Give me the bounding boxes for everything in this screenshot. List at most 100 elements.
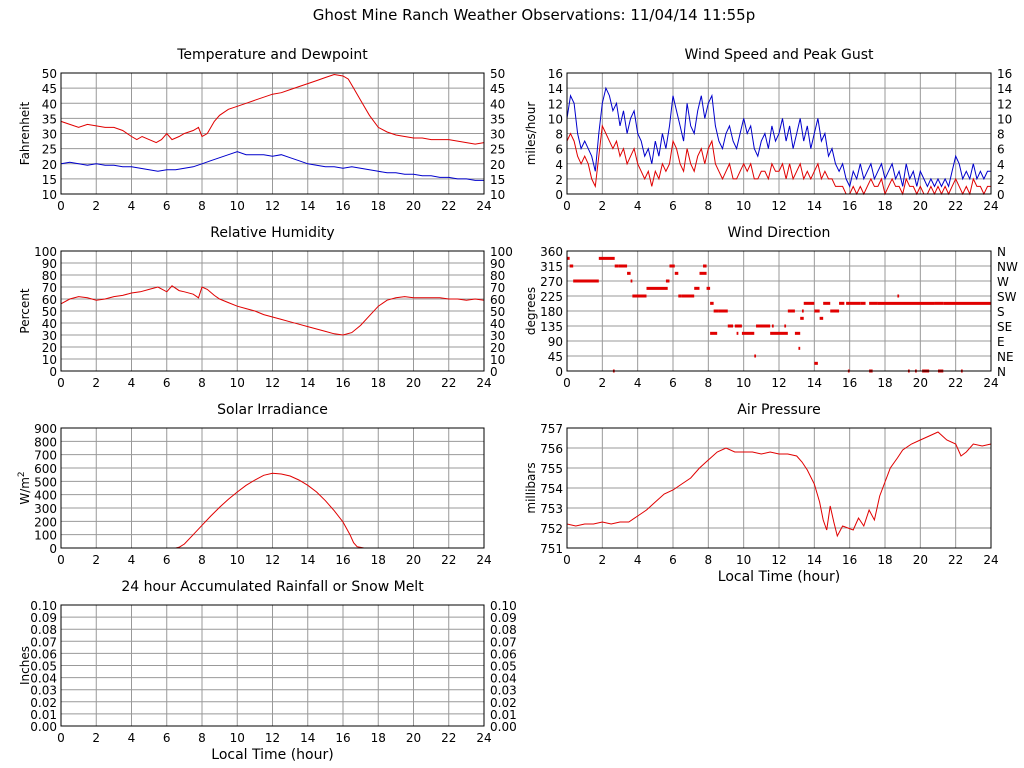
y-axis-label: millibars <box>524 462 538 513</box>
x-tick-label: 16 <box>335 376 350 390</box>
y-tick-label: 35 <box>42 112 57 126</box>
chart-title: Relative Humidity <box>210 225 334 241</box>
x-tick-label: 2 <box>92 376 100 390</box>
x-tick-label: 2 <box>92 553 100 567</box>
y-tick-label-right: NE <box>997 350 1014 364</box>
y-tick-label-right: 40 <box>490 97 505 111</box>
x-tick-label: 12 <box>771 199 786 213</box>
x-tick-label: 6 <box>163 199 171 213</box>
chart-title: Air Pressure <box>737 402 820 418</box>
y-tick-label-right: 0 <box>997 188 1005 202</box>
y-tick-label-right: 30 <box>490 329 505 343</box>
x-tick-label: 10 <box>736 376 751 390</box>
y-tick-label: 45 <box>548 350 563 364</box>
x-tick-label: 8 <box>705 376 713 390</box>
y-axis-label-superscript: 2 <box>17 471 27 477</box>
x-tick-label: 14 <box>300 199 315 213</box>
y-tick-label: 70 <box>42 281 57 295</box>
x-tick-label: 12 <box>771 376 786 390</box>
y-axis-label: Percent <box>18 288 32 333</box>
y-tick-label: 754 <box>540 482 563 496</box>
series-line-2 <box>60 151 484 181</box>
x-tick-label: 0 <box>563 376 571 390</box>
y-tick-label: 0.04 <box>30 672 57 686</box>
y-tick-label: 60 <box>42 293 57 307</box>
x-tick-label: 4 <box>128 553 136 567</box>
y-tick-label-right: SW <box>997 290 1017 304</box>
x-tick-label: 2 <box>599 553 607 567</box>
y-tick-label-right: 6 <box>997 143 1005 157</box>
y-tick-label: 10 <box>42 188 57 202</box>
x-tick-label: 6 <box>669 553 677 567</box>
y-tick-label: 20 <box>42 341 57 355</box>
x-tick-label: 24 <box>983 553 998 567</box>
y-tick-label-right: 14 <box>997 82 1012 96</box>
y-tick-label: 30 <box>42 329 57 343</box>
y-tick-label: 751 <box>540 542 563 556</box>
series-line-1 <box>566 431 992 538</box>
y-tick-label: 0.07 <box>30 635 57 649</box>
x-tick-label: 18 <box>371 553 386 567</box>
x-tick-label: 16 <box>335 553 350 567</box>
x-tick-label: 24 <box>983 199 998 213</box>
y-tick-label: 10 <box>548 112 563 126</box>
x-tick-label: 18 <box>371 199 386 213</box>
y-tick-label: 15 <box>42 173 57 187</box>
y-tick-label: 900 <box>34 422 57 436</box>
y-tick-label: 25 <box>42 143 57 157</box>
x-tick-label: 8 <box>705 199 713 213</box>
x-tick-label: 8 <box>705 553 713 567</box>
y-axis-label: degrees <box>524 287 538 335</box>
x-tick-label: 24 <box>476 731 491 745</box>
y-tick-label: 2 <box>555 173 563 187</box>
y-tick-label: 700 <box>34 449 57 463</box>
x-tick-label: 24 <box>476 553 491 567</box>
x-tick-label: 2 <box>92 731 100 745</box>
y-tick-label-right: N <box>997 365 1006 379</box>
x-tick-label: 4 <box>634 199 642 213</box>
x-tick-label: 12 <box>265 376 280 390</box>
y-tick-label-right: 20 <box>490 158 505 172</box>
y-tick-label: 600 <box>34 462 57 476</box>
y-tick-label: 100 <box>34 245 57 259</box>
x-tick-label: 0 <box>563 553 571 567</box>
chart-title: Wind Direction <box>728 225 831 241</box>
y-tick-label-right: 45 <box>490 82 505 96</box>
x-tick-label: 20 <box>406 553 421 567</box>
x-tick-label: 0 <box>57 731 65 745</box>
y-tick-label-right: 4 <box>997 158 1005 172</box>
x-tick-label: 4 <box>634 553 642 567</box>
y-tick-label-right: 10 <box>490 188 505 202</box>
y-tick-label: 45 <box>42 82 57 96</box>
y-tick-label-right: NW <box>997 260 1018 274</box>
y-tick-label: 200 <box>34 515 57 529</box>
y-tick-label: 40 <box>42 317 57 331</box>
y-tick-label: 0.09 <box>30 611 57 625</box>
x-tick-label: 24 <box>476 376 491 390</box>
plot-frame <box>60 72 485 195</box>
x-tick-label: 8 <box>198 553 206 567</box>
x-tick-label: 16 <box>335 731 350 745</box>
y-tick-label-right: 30 <box>490 128 505 142</box>
y-tick-label: 270 <box>540 275 563 289</box>
x-tick-label: 10 <box>230 199 245 213</box>
x-tick-label: 12 <box>771 553 786 567</box>
x-axis-label: Local Time (hour) <box>211 747 333 763</box>
y-tick-label: 8 <box>555 128 563 142</box>
y-tick-label: 756 <box>540 442 563 456</box>
x-tick-label: 0 <box>57 376 65 390</box>
series-line-1 <box>60 285 485 336</box>
x-tick-label: 18 <box>371 376 386 390</box>
y-tick-label-right: 8 <box>997 128 1005 142</box>
y-tick-label: 0 <box>555 188 563 202</box>
y-tick-label-right: 40 <box>490 317 505 331</box>
y-tick-label-right: 0.00 <box>490 720 517 734</box>
y-tick-label: 225 <box>540 290 563 304</box>
x-tick-label: 14 <box>300 731 315 745</box>
x-tick-label: 0 <box>563 199 571 213</box>
plot-frame <box>566 72 992 195</box>
x-tick-label: 18 <box>877 376 892 390</box>
y-tick-label-right: 35 <box>490 112 505 126</box>
x-tick-label: 20 <box>406 376 421 390</box>
